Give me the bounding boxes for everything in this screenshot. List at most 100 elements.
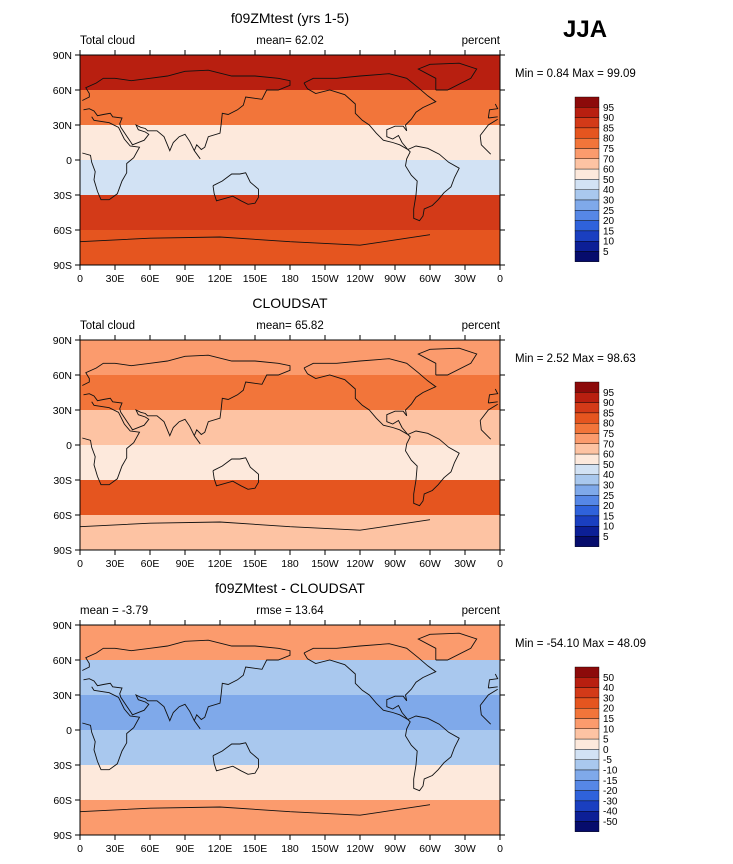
colorbar-swatch bbox=[574, 402, 600, 414]
colorbar-level: 5 bbox=[603, 735, 609, 746]
colorbar-swatch bbox=[574, 484, 600, 496]
colorbar-swatch bbox=[574, 666, 600, 678]
x-tick-label: 150E bbox=[243, 273, 268, 285]
colorbar-level: 40 bbox=[603, 185, 615, 196]
map-panel-3: f09ZMtest - CLOUDSAT mean = -3.79 rmse = 1… bbox=[53, 580, 646, 855]
colorbar-swatch bbox=[574, 749, 600, 760]
colorbar-level: -15 bbox=[603, 776, 618, 787]
zonal-band-60N-30N bbox=[80, 375, 500, 411]
colorbar-swatch bbox=[574, 210, 600, 221]
colorbar-level: 15 bbox=[603, 511, 615, 522]
x-tick-label: 90W bbox=[384, 558, 406, 570]
colorbar-level: 20 bbox=[603, 704, 615, 715]
x-tick-label: 180 bbox=[281, 558, 299, 570]
x-tick-label: 90W bbox=[384, 843, 406, 855]
y-tick-label: 0 bbox=[66, 155, 72, 167]
x-tick-label: 60E bbox=[141, 273, 160, 285]
zonal-band-30S-60S bbox=[80, 480, 500, 516]
x-tick-label: 60W bbox=[419, 558, 441, 570]
y-tick-label: 90S bbox=[53, 545, 72, 557]
colorbar-swatch bbox=[574, 708, 600, 719]
colorbar-swatch bbox=[574, 148, 600, 160]
colorbar-swatch bbox=[574, 453, 600, 465]
colorbar-level: 70 bbox=[603, 439, 615, 450]
colorbar-level: -20 bbox=[603, 786, 618, 797]
colorbar-level: 80 bbox=[603, 419, 615, 430]
panel-minmax-label: Min = 2.52 Max = 98.63 bbox=[515, 353, 636, 365]
colorbar-level: -30 bbox=[603, 796, 618, 807]
x-tick-label: 120W bbox=[346, 558, 374, 570]
colorbar-level: 40 bbox=[603, 470, 615, 481]
x-tick-label: 0 bbox=[77, 843, 83, 855]
x-tick-label: 120W bbox=[346, 843, 374, 855]
colorbar-level: 70 bbox=[603, 154, 615, 165]
x-tick-label: 120E bbox=[208, 843, 233, 855]
colorbar-swatch bbox=[574, 199, 600, 211]
colorbar-level: 25 bbox=[603, 206, 615, 217]
colorbar-level: 20 bbox=[603, 216, 615, 227]
colorbar-swatch bbox=[574, 505, 600, 517]
zonal-band-30S-60S bbox=[80, 765, 500, 801]
coastline-6 bbox=[80, 519, 431, 531]
x-tick-label: 0 bbox=[497, 843, 503, 855]
colorbar-level: 30 bbox=[603, 693, 615, 704]
zonal-band-0-30S bbox=[80, 160, 500, 196]
colorbar-level: 25 bbox=[603, 491, 615, 502]
y-tick-label: 90N bbox=[53, 335, 72, 347]
panel-minmax-label: Min = -54.10 Max = 48.09 bbox=[515, 638, 646, 650]
x-tick-label: 90E bbox=[176, 843, 195, 855]
x-tick-label: 180 bbox=[281, 843, 299, 855]
colorbar-swatch bbox=[574, 474, 600, 486]
panel-left-label: Total cloud bbox=[80, 35, 135, 47]
y-tick-label: 90N bbox=[53, 50, 72, 62]
colorbar-swatch bbox=[574, 687, 600, 699]
y-tick-label: 90N bbox=[53, 620, 72, 632]
colorbar-swatch bbox=[574, 728, 600, 740]
colorbar-level: 5 bbox=[603, 247, 609, 258]
coastline-3 bbox=[82, 69, 499, 160]
x-tick-label: 150E bbox=[243, 843, 268, 855]
x-tick-label: 0 bbox=[497, 273, 503, 285]
colorbar-level: 60 bbox=[603, 450, 615, 461]
colorbar-swatch bbox=[574, 96, 600, 108]
panel-title: f09ZMtest - CLOUDSAT bbox=[215, 580, 365, 596]
map-panel-2: CLOUDSAT Total cloud mean= 65.82 percent Min… bbox=[53, 295, 636, 570]
colorbar-swatch bbox=[574, 526, 600, 537]
panel-title: CLOUDSAT bbox=[252, 295, 328, 311]
x-tick-label: 30W bbox=[454, 273, 476, 285]
coastline-0 bbox=[303, 73, 437, 150]
x-tick-label: 30E bbox=[106, 558, 125, 570]
colorbar-swatch bbox=[574, 107, 600, 118]
zonal-band-30N-0 bbox=[80, 410, 500, 446]
y-tick-label: 30N bbox=[53, 120, 72, 132]
coastlines bbox=[80, 632, 499, 816]
zonal-band-60N-30N bbox=[80, 90, 500, 126]
colorbar-swatch bbox=[574, 800, 600, 812]
x-tick-label: 60W bbox=[419, 843, 441, 855]
colorbar-swatch bbox=[574, 495, 600, 506]
colorbar-level: 95 bbox=[603, 103, 615, 114]
colorbar-level: -40 bbox=[603, 807, 618, 818]
coastline-2 bbox=[82, 116, 498, 201]
y-tick-label: 30S bbox=[53, 190, 72, 202]
x-tick-label: 30E bbox=[106, 273, 125, 285]
colorbar-level: 50 bbox=[603, 175, 615, 186]
colorbar-level: 90 bbox=[603, 113, 615, 124]
colorbar-level: 60 bbox=[603, 165, 615, 176]
colorbar-swatch bbox=[574, 464, 600, 475]
y-tick-label: 30N bbox=[53, 405, 72, 417]
colorbar-level: 30 bbox=[603, 481, 615, 492]
colorbar-level: 95 bbox=[603, 388, 615, 399]
coastline-5 bbox=[417, 347, 478, 376]
colorbar-level: -5 bbox=[603, 755, 612, 766]
x-tick-label: 60E bbox=[141, 843, 160, 855]
colorbar-swatch bbox=[574, 251, 600, 263]
colorbar-swatch bbox=[574, 381, 600, 393]
colorbar-level: 15 bbox=[603, 226, 615, 237]
coastlines bbox=[80, 62, 499, 246]
panel-title: f09ZMtest (yrs 1-5) bbox=[231, 10, 349, 26]
colorbar-swatch bbox=[574, 137, 600, 149]
panel-center-label: rmse = 13.64 bbox=[256, 605, 324, 617]
coastline-0 bbox=[303, 358, 437, 435]
